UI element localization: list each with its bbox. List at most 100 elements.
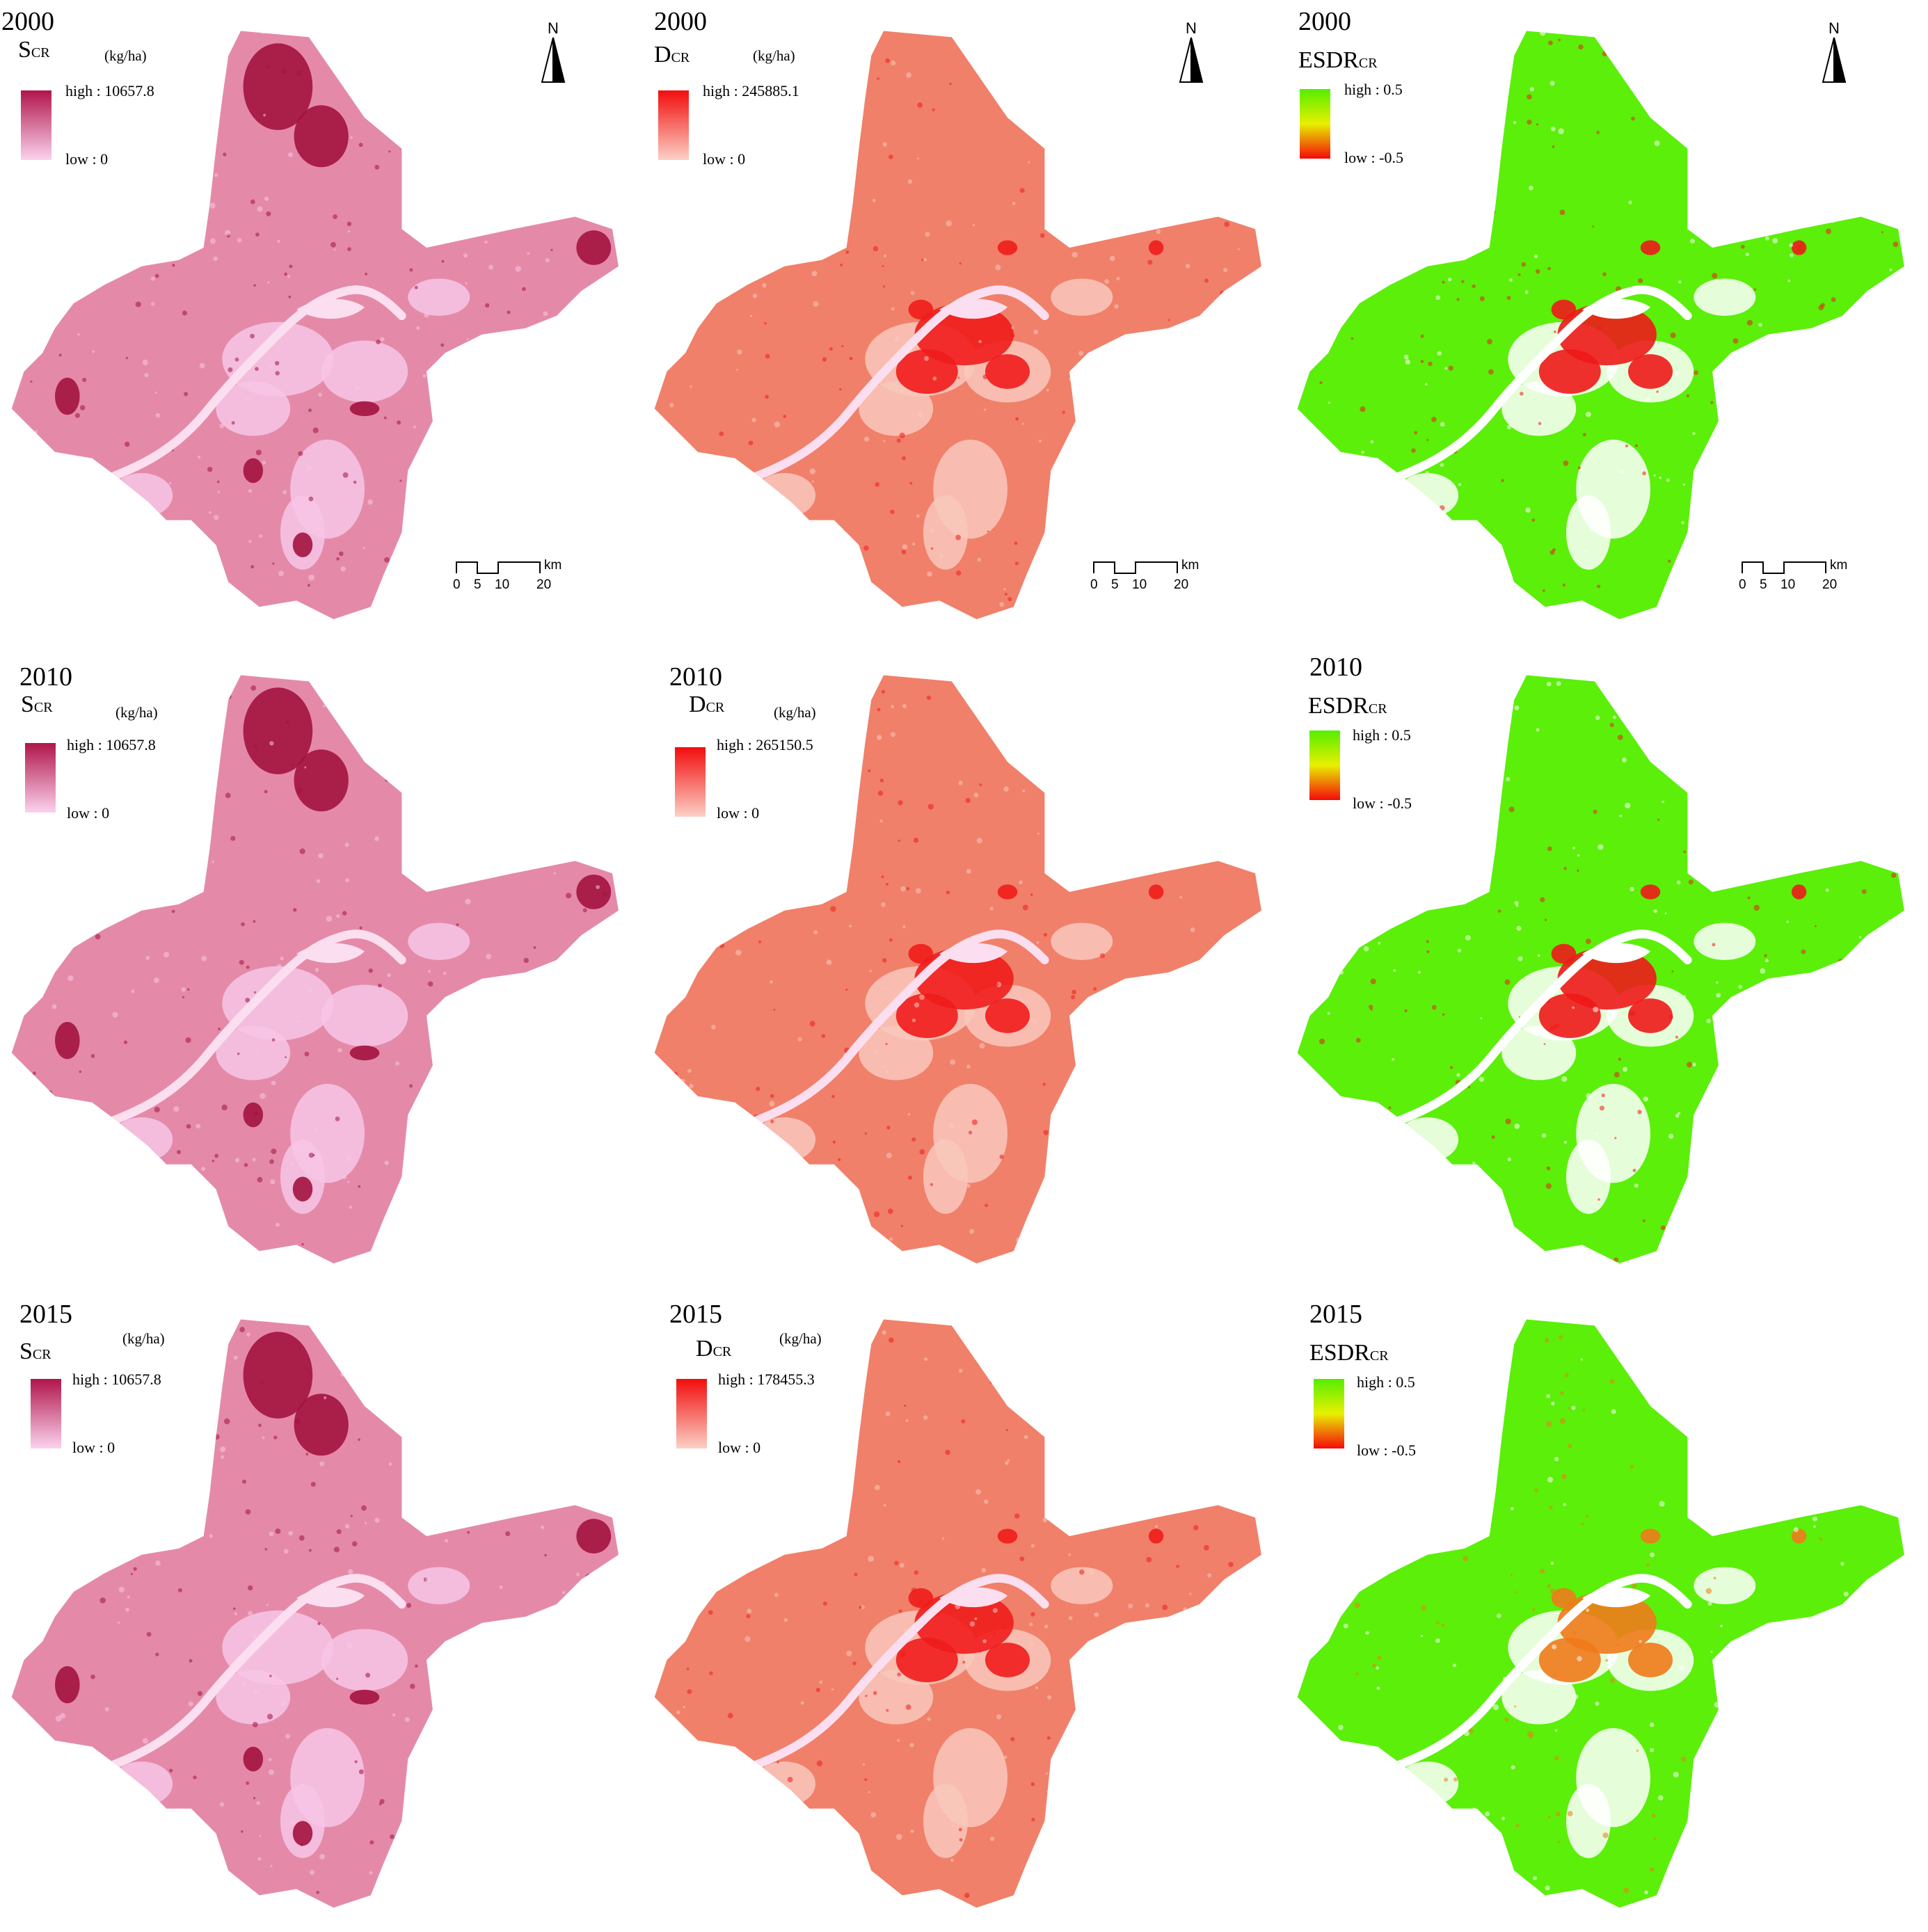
map-image — [1297, 675, 1904, 1263]
region-map — [1297, 675, 1904, 1263]
variable-subscript: CR — [32, 1347, 51, 1362]
variable-subscript: CR — [712, 1344, 732, 1359]
legend-color-ramp — [675, 747, 706, 817]
river — [75, 1574, 406, 1782]
north-label: N — [1829, 19, 1840, 37]
scale-tick-label: 10 — [495, 577, 510, 592]
legend-high-label: high : 0.5 — [1353, 726, 1411, 744]
scale-tick-label: 5 — [1111, 577, 1119, 592]
year-label: 2015 — [669, 1300, 722, 1329]
region-map — [1297, 31, 1904, 619]
region-area — [11, 31, 619, 619]
scale-tick-label: 20 — [1174, 577, 1189, 592]
map-image — [11, 675, 619, 1263]
scale-tick-label: 0 — [1739, 577, 1746, 592]
variable-subscript: CR — [706, 700, 725, 715]
river — [1361, 285, 1692, 494]
scale-tick-label: 0 — [1090, 577, 1098, 592]
region-map — [11, 675, 619, 1263]
legend-high-label: high : 265150.5 — [717, 736, 813, 753]
legend-high-label: high : 10657.8 — [72, 1371, 161, 1388]
map-panel-2015-esdr: 2015 ESDRCR high : 0.5 low : -0.5 — [1286, 1288, 1928, 1932]
scale-tick-label: 20 — [1822, 577, 1838, 592]
legend-high-label: high : 0.5 — [1357, 1373, 1415, 1391]
map-panel-2015-scr: 2015 SCR (kg/ha) high : 10657.8 low : 0 — [0, 1288, 642, 1932]
region-map — [1297, 1319, 1904, 1908]
variable-name: ESDR — [1309, 1340, 1370, 1366]
legend-low-label: low : -0.5 — [1344, 149, 1403, 166]
variable-name: ESDR — [1298, 47, 1359, 73]
unit-label: (kg/ha) — [779, 1330, 822, 1347]
scale-tick-label: 10 — [1780, 577, 1796, 592]
legend-low-label: low : 0 — [703, 150, 746, 168]
legend-color-ramp — [1314, 1379, 1344, 1448]
unit-label: (kg/ha) — [122, 1330, 165, 1347]
map-image — [1297, 1319, 1904, 1908]
unit-label: (kg/ha) — [774, 704, 816, 721]
legend-low-label: low : 0 — [65, 150, 109, 168]
variable-name: S — [21, 692, 34, 717]
variable-label: ESDRCR — [1308, 694, 1387, 718]
region-area — [11, 1319, 619, 1908]
variable-name: S — [19, 1339, 33, 1364]
year-label: 2000 — [1298, 7, 1351, 36]
region-map — [654, 675, 1261, 1263]
map-image — [11, 31, 619, 619]
map-panel-2000-esdr: 2000 ESDRCR high : 0.5 low : -0.5 N 0 5 10… — [1286, 0, 1928, 644]
year-label: 2010 — [669, 662, 722, 692]
north-arrow-icon: N — [1820, 19, 1848, 83]
legend-color-ramp — [676, 1379, 707, 1448]
north-label: N — [1186, 19, 1197, 37]
variable-name: S — [18, 37, 31, 63]
river — [1361, 929, 1692, 1138]
legend-low-label: low : -0.5 — [1353, 795, 1412, 812]
legend-low-label: low : -0.5 — [1357, 1442, 1416, 1459]
river — [718, 929, 1049, 1138]
variable-label: DCR — [654, 43, 690, 67]
unit-label: (kg/ha) — [753, 47, 795, 64]
scale-unit-label: km — [544, 558, 562, 573]
north-arrow-icon: N — [1177, 19, 1205, 83]
unit-label: (kg/ha) — [115, 704, 158, 721]
year-label: 2010 — [1309, 653, 1362, 682]
map-panel-2010-esdr: 2010 ESDRCR high : 0.5 low : -0.5 — [1286, 644, 1928, 1288]
variable-subscript: CR — [1358, 56, 1378, 71]
variable-subscript: CR — [671, 50, 690, 65]
legend-low-label: low : 0 — [718, 1439, 761, 1456]
variable-name: D — [696, 1336, 713, 1362]
scale-bar: 0 5 10 20 km — [1088, 557, 1220, 598]
river — [718, 1574, 1049, 1782]
legend-low-label: low : 0 — [717, 804, 760, 822]
variable-label: DCR — [696, 1337, 731, 1361]
scale-bar: 0 5 10 20 km — [1737, 557, 1869, 598]
scale-bar: 0 5 10 20 km — [451, 557, 583, 598]
legend-high-label: high : 0.5 — [1344, 81, 1403, 98]
scale-tick-label: 20 — [536, 577, 552, 592]
scale-tick-label: 10 — [1132, 577, 1147, 592]
map-panel-2010-dcr: 2010 DCR (kg/ha) high : 265150.5 low : 0 — [643, 644, 1285, 1288]
legend-color-ramp — [31, 1379, 61, 1448]
year-label: 2000 — [1, 7, 54, 36]
year-label: 2010 — [19, 662, 72, 692]
variable-label: SCR — [19, 1340, 51, 1364]
variable-label: ESDRCR — [1298, 49, 1378, 72]
variable-name: D — [689, 692, 706, 717]
river — [718, 285, 1049, 494]
variable-label: SCR — [18, 38, 50, 62]
legend-high-label: high : 10657.8 — [67, 736, 156, 753]
legend-color-ramp — [21, 90, 51, 160]
region-map — [11, 1319, 619, 1908]
map-panel-2000-scr: 2000 SCR (kg/ha) high : 10657.8 low : 0 … — [0, 0, 642, 644]
region-map — [654, 1319, 1261, 1908]
legend-high-label: high : 178455.3 — [718, 1371, 815, 1388]
variable-label: SCR — [21, 693, 53, 717]
legend-high-label: high : 245885.1 — [703, 82, 799, 99]
map-panel-2015-dcr: 2015 DCR (kg/ha) high : 178455.3 low : 0 — [643, 1288, 1285, 1932]
scale-tick-label: 5 — [474, 577, 481, 592]
river — [1361, 1574, 1692, 1782]
north-arrow-icon: N — [539, 19, 567, 83]
map-image — [11, 1319, 619, 1908]
map-image — [654, 675, 1261, 1263]
legend-low-label: low : 0 — [67, 804, 110, 822]
variable-name: ESDR — [1308, 693, 1369, 719]
